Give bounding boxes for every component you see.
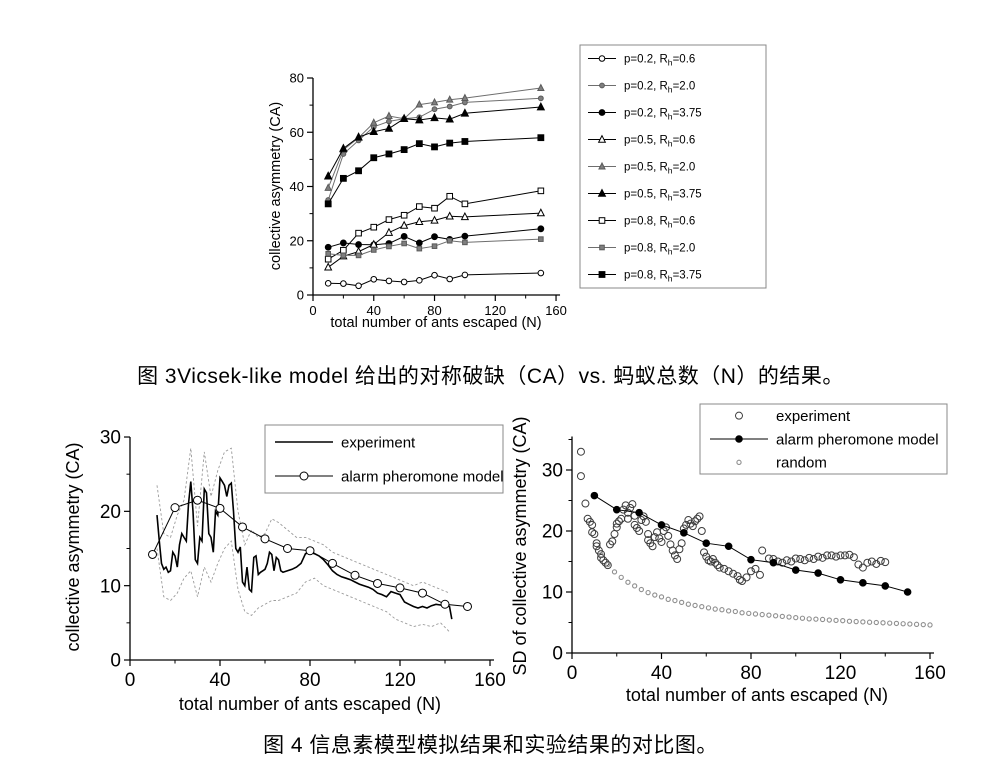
- pheromone-model-ca-chart: 0 10 20 30 0 40 80 120 160 total number of ants e…: [63, 424, 506, 714]
- svg-text:80: 80: [290, 71, 304, 86]
- legend-label: alarm pheromone model: [776, 431, 939, 448]
- svg-text:160: 160: [474, 670, 506, 691]
- figure-4-caption: 图 4 信息素模型模拟结果和实验结果的对比图。: [263, 734, 718, 757]
- legend: p=0.2, Rh=0.6 p=0.2, Rh=2.0 p=0.2, Rh=3.75…: [579, 44, 767, 289]
- legend-label: p=0.2, Rh=3.75: [624, 108, 702, 122]
- legend-label: p=0.8, Rh=2.0: [624, 243, 695, 257]
- svg-text:10: 10: [542, 583, 563, 604]
- legend-label: p=0.8, Rh=3.75: [624, 270, 702, 284]
- svg-text:0: 0: [552, 644, 563, 665]
- svg-text:0: 0: [125, 670, 136, 691]
- series-random: [598, 552, 933, 628]
- legend-label: p=0.8, Rh=0.6: [624, 216, 695, 230]
- series-experiment-sd: [156, 447, 450, 594]
- pheromone-model-sd-chart: 0 10 20 30 0 40 80 120 160 total number of ants e…: [512, 403, 948, 705]
- svg-text:20: 20: [100, 502, 121, 523]
- svg-text:20: 20: [290, 233, 304, 248]
- legend-label: p=0.5, Rh=3.75: [624, 189, 702, 203]
- svg-text:20: 20: [542, 522, 563, 543]
- legend-label: p=0.5, Rh=2.0: [624, 162, 695, 176]
- svg-text:40: 40: [209, 670, 230, 691]
- svg-text:160: 160: [545, 303, 567, 318]
- figure-3: 0 20 40 60 80 0 40 80 120 160 total number of ants…: [268, 38, 773, 343]
- svg-text:30: 30: [100, 428, 121, 449]
- y-axis-label: SD of collective asymmetry (CA): [512, 416, 530, 675]
- axes: 0 10 20 30 0 40 80 120 160 total number of ants e…: [63, 428, 506, 714]
- svg-text:0: 0: [110, 651, 121, 672]
- x-axis-label: total number of ants escaped (N): [330, 315, 541, 331]
- figure-4-left-panel: 0 10 20 30 0 40 80 120 160 total number of ants e…: [62, 412, 510, 720]
- figure-3-caption: 图 3Vicsek-like model 给出的对称破缺（CA）vs. 蚂蚁总数…: [137, 365, 844, 388]
- legend-label: p=0.5, Rh=0.6: [624, 135, 695, 149]
- series-alarm-pheromone-model: [148, 495, 472, 611]
- series-p-0-5-r-h-3-75: [323, 101, 546, 180]
- legend-label: experiment: [341, 434, 416, 451]
- axes: 0 20 40 60 80 0 40 80 120 160 total number of ants…: [268, 71, 567, 331]
- svg-text:40: 40: [367, 303, 381, 318]
- legend-label: p=0.2, Rh=0.6: [624, 54, 695, 68]
- legend-label: random: [776, 455, 827, 472]
- svg-text:0: 0: [297, 288, 304, 303]
- series-p-0-8-r-h-2-0: [325, 236, 544, 259]
- legend: experiment alarm pheromone model random: [699, 403, 948, 475]
- series-alarm-pheromone-model: [590, 491, 912, 596]
- legend: experiment alarm pheromone model: [264, 424, 504, 494]
- series-experiment-sd: [156, 540, 450, 633]
- series-p-0-8-r-h-3-75: [324, 134, 545, 208]
- legend-label: experiment: [776, 408, 851, 425]
- x-axis-label: total number of ants escaped (N): [626, 685, 888, 705]
- legend-label: p=0.2, Rh=2.0: [624, 81, 695, 95]
- svg-text:40: 40: [651, 663, 672, 684]
- svg-text:120: 120: [484, 303, 506, 318]
- svg-text:0: 0: [309, 303, 316, 318]
- series-p-0-2-r-h-0-6: [324, 269, 545, 290]
- series-p-0-5-r-h-0-6: [324, 208, 546, 271]
- svg-text:60: 60: [290, 125, 304, 140]
- y-axis-label: collective asymmetry (CA): [268, 102, 284, 270]
- y-axis-label: collective asymmetry (CA): [63, 442, 83, 651]
- svg-text:10: 10: [100, 576, 121, 597]
- series-experiment: [576, 447, 890, 586]
- svg-text:0: 0: [567, 663, 578, 684]
- svg-text:30: 30: [542, 461, 563, 482]
- svg-text:40: 40: [290, 179, 304, 194]
- svg-text:120: 120: [384, 670, 416, 691]
- axes: 0 10 20 30 0 40 80 120 160 total number of ants e…: [512, 416, 946, 705]
- svg-text:80: 80: [740, 663, 761, 684]
- legend-label: alarm pheromone model: [341, 468, 504, 485]
- svg-text:160: 160: [914, 663, 946, 684]
- svg-text:120: 120: [825, 663, 857, 684]
- x-axis-label: total number of ants escaped (N): [179, 694, 441, 714]
- figure-4-right-panel: 0 10 20 30 0 40 80 120 160 total number of ants e…: [512, 398, 981, 710]
- vicsek-model-chart: 0 20 40 60 80 0 40 80 120 160 total number of ants…: [268, 44, 767, 331]
- svg-text:80: 80: [427, 303, 441, 318]
- series-p-0-8-r-h-0-6: [324, 187, 545, 263]
- svg-text:80: 80: [299, 670, 320, 691]
